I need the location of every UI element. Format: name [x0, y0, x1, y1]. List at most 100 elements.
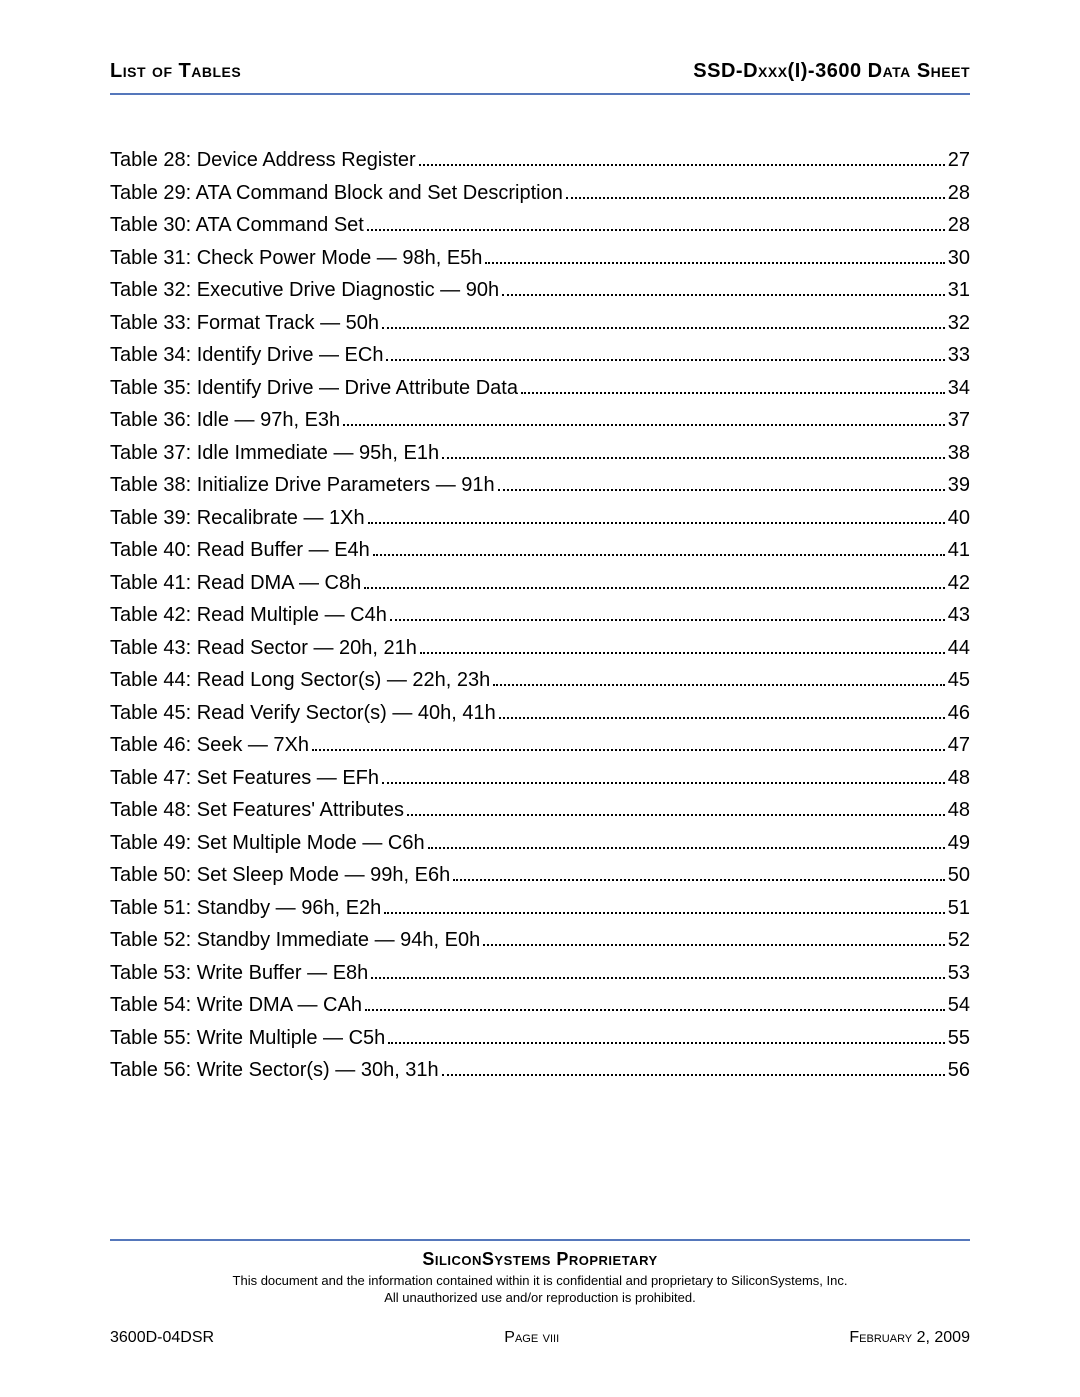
toc-entry[interactable]: Table 40: Read Buffer — E4h41: [110, 540, 970, 560]
toc-page: 49: [948, 833, 970, 853]
toc-title: Table 52: Standby Immediate — 94h, E0h: [110, 930, 480, 950]
toc-leader-dots: [371, 977, 944, 979]
toc-leader-dots: [368, 522, 945, 524]
toc-leader-dots: [382, 782, 945, 784]
toc-page: 28: [948, 183, 970, 203]
toc-page: 48: [948, 800, 970, 820]
toc-leader-dots: [483, 944, 945, 946]
toc-leader-dots: [566, 197, 945, 199]
toc-entry[interactable]: Table 29: ATA Command Block and Set Desc…: [110, 183, 970, 203]
toc-entry[interactable]: Table 39: Recalibrate — 1Xh 40: [110, 508, 970, 528]
toc-entry[interactable]: Table 46: Seek — 7Xh 47: [110, 735, 970, 755]
toc-entry[interactable]: Table 44: Read Long Sector(s) — 22h, 23h…: [110, 670, 970, 690]
toc-entry[interactable]: Table 33: Format Track — 50h32: [110, 313, 970, 333]
footer-date: February 2, 2009: [849, 1329, 970, 1347]
toc-entry[interactable]: Table 35: Identify Drive — Drive Attribu…: [110, 378, 970, 398]
footer-meta: 3600D-04DSR Page viii February 2, 2009: [110, 1329, 970, 1347]
toc-title: Table 41: Read DMA — C8h: [110, 573, 361, 593]
toc-leader-dots: [499, 717, 945, 719]
toc-entry[interactable]: Table 54: Write DMA — CAh 54: [110, 995, 970, 1015]
toc-page: 43: [948, 605, 970, 625]
toc-entry[interactable]: Table 30: ATA Command Set28: [110, 215, 970, 235]
toc-entry[interactable]: Table 47: Set Features — EFh48: [110, 768, 970, 788]
footer-page-number: Page viii: [504, 1329, 559, 1347]
toc-leader-dots: [442, 457, 945, 459]
toc-page: 50: [948, 865, 970, 885]
toc-page: 41: [948, 540, 970, 560]
toc-page: 47: [948, 735, 970, 755]
footer-disclaimer: This document and the information contai…: [110, 1273, 970, 1307]
footer-disclaimer-line2: All unauthorized use and/or reproduction…: [384, 1290, 695, 1305]
footer-disclaimer-line1: This document and the information contai…: [233, 1273, 848, 1288]
toc-page: 46: [948, 703, 970, 723]
toc-title: Table 48: Set Features' Attributes: [110, 800, 404, 820]
toc-entry[interactable]: Table 41: Read DMA — C8h42: [110, 573, 970, 593]
toc-title: Table 36: Idle — 97h, E3h: [110, 410, 340, 430]
toc-page: 30: [948, 248, 970, 268]
toc-title: Table 50: Set Sleep Mode — 99h, E6h: [110, 865, 450, 885]
toc-page: 45: [948, 670, 970, 690]
toc-title: Table 37: Idle Immediate — 95h, E1h: [110, 443, 439, 463]
toc-entry[interactable]: Table 51: Standby — 96h, E2h 51: [110, 898, 970, 918]
toc-leader-dots: [367, 229, 945, 231]
toc-page: 51: [948, 898, 970, 918]
toc-leader-dots: [373, 554, 945, 556]
toc-title: Table 53: Write Buffer — E8h: [110, 963, 368, 983]
toc-entry[interactable]: Table 45: Read Verify Sector(s) — 40h, 4…: [110, 703, 970, 723]
toc-title: Table 39: Recalibrate — 1Xh: [110, 508, 365, 528]
toc-entry[interactable]: Table 42: Read Multiple — C4h43: [110, 605, 970, 625]
page-footer: SiliconSystems Proprietary This document…: [110, 1239, 970, 1347]
toc-page: 54: [948, 995, 970, 1015]
header-section-title: List of Tables: [110, 60, 241, 83]
toc-entry[interactable]: Table 53: Write Buffer — E8h 53: [110, 963, 970, 983]
toc-title: Table 30: ATA Command Set: [110, 215, 364, 235]
toc-page: 34: [948, 378, 970, 398]
toc-page: 56: [948, 1060, 970, 1080]
toc-page: 55: [948, 1028, 970, 1048]
toc-title: Table 54: Write DMA — CAh: [110, 995, 362, 1015]
toc-leader-dots: [365, 1009, 945, 1011]
toc-entry[interactable]: Table 28: Device Address Register27: [110, 150, 970, 170]
toc-page: 52: [948, 930, 970, 950]
toc-title: Table 35: Identify Drive — Drive Attribu…: [110, 378, 518, 398]
toc-page: 39: [948, 475, 970, 495]
toc-title: Table 29: ATA Command Block and Set Desc…: [110, 183, 563, 203]
toc-page: 53: [948, 963, 970, 983]
toc-leader-dots: [521, 392, 945, 394]
toc-title: Table 51: Standby — 96h, E2h: [110, 898, 381, 918]
toc-title: Table 45: Read Verify Sector(s) — 40h, 4…: [110, 703, 496, 723]
toc-leader-dots: [498, 489, 945, 491]
toc-title: Table 56: Write Sector(s) — 30h, 31h: [110, 1060, 439, 1080]
toc-title: Table 49: Set Multiple Mode — C6h: [110, 833, 425, 853]
toc-leader-dots: [420, 652, 945, 654]
toc-entry[interactable]: Table 56: Write Sector(s) — 30h, 31h 56: [110, 1060, 970, 1080]
page-header: List of Tables SSD-Dxxx(I)-3600 Data She…: [110, 60, 970, 95]
toc-entry[interactable]: Table 31: Check Power Mode — 98h, E5h 30: [110, 248, 970, 268]
toc-entry[interactable]: Table 49: Set Multiple Mode — C6h 49: [110, 833, 970, 853]
toc-entry[interactable]: Table 36: Idle — 97h, E3h 37: [110, 410, 970, 430]
toc-entry[interactable]: Table 37: Idle Immediate — 95h, E1h 38: [110, 443, 970, 463]
toc-title: Table 28: Device Address Register: [110, 150, 416, 170]
toc-title: Table 31: Check Power Mode — 98h, E5h: [110, 248, 482, 268]
footer-docnum: 3600D-04DSR: [110, 1329, 214, 1347]
toc-leader-dots: [382, 327, 945, 329]
toc-page: 40: [948, 508, 970, 528]
toc-title: Table 46: Seek — 7Xh: [110, 735, 309, 755]
toc-leader-dots: [390, 619, 945, 621]
toc-page: 38: [948, 443, 970, 463]
toc-entry[interactable]: Table 55: Write Multiple — C5h55: [110, 1028, 970, 1048]
toc-entry[interactable]: Table 48: Set Features' Attributes 48: [110, 800, 970, 820]
toc-leader-dots: [312, 749, 945, 751]
toc-entry[interactable]: Table 50: Set Sleep Mode — 99h, E6h 50: [110, 865, 970, 885]
toc-entry[interactable]: Table 38: Initialize Drive Parameters — …: [110, 475, 970, 495]
toc-entry[interactable]: Table 52: Standby Immediate — 94h, E0h 52: [110, 930, 970, 950]
toc-leader-dots: [386, 359, 944, 361]
toc-leader-dots: [453, 879, 945, 881]
toc-title: Table 34: Identify Drive — ECh: [110, 345, 383, 365]
toc-leader-dots: [442, 1074, 945, 1076]
toc-entry[interactable]: Table 43: Read Sector — 20h, 21h44: [110, 638, 970, 658]
toc-leader-dots: [493, 684, 945, 686]
toc-entry[interactable]: Table 34: Identify Drive — ECh33: [110, 345, 970, 365]
toc-page: 37: [948, 410, 970, 430]
toc-entry[interactable]: Table 32: Executive Drive Diagnostic — 9…: [110, 280, 970, 300]
